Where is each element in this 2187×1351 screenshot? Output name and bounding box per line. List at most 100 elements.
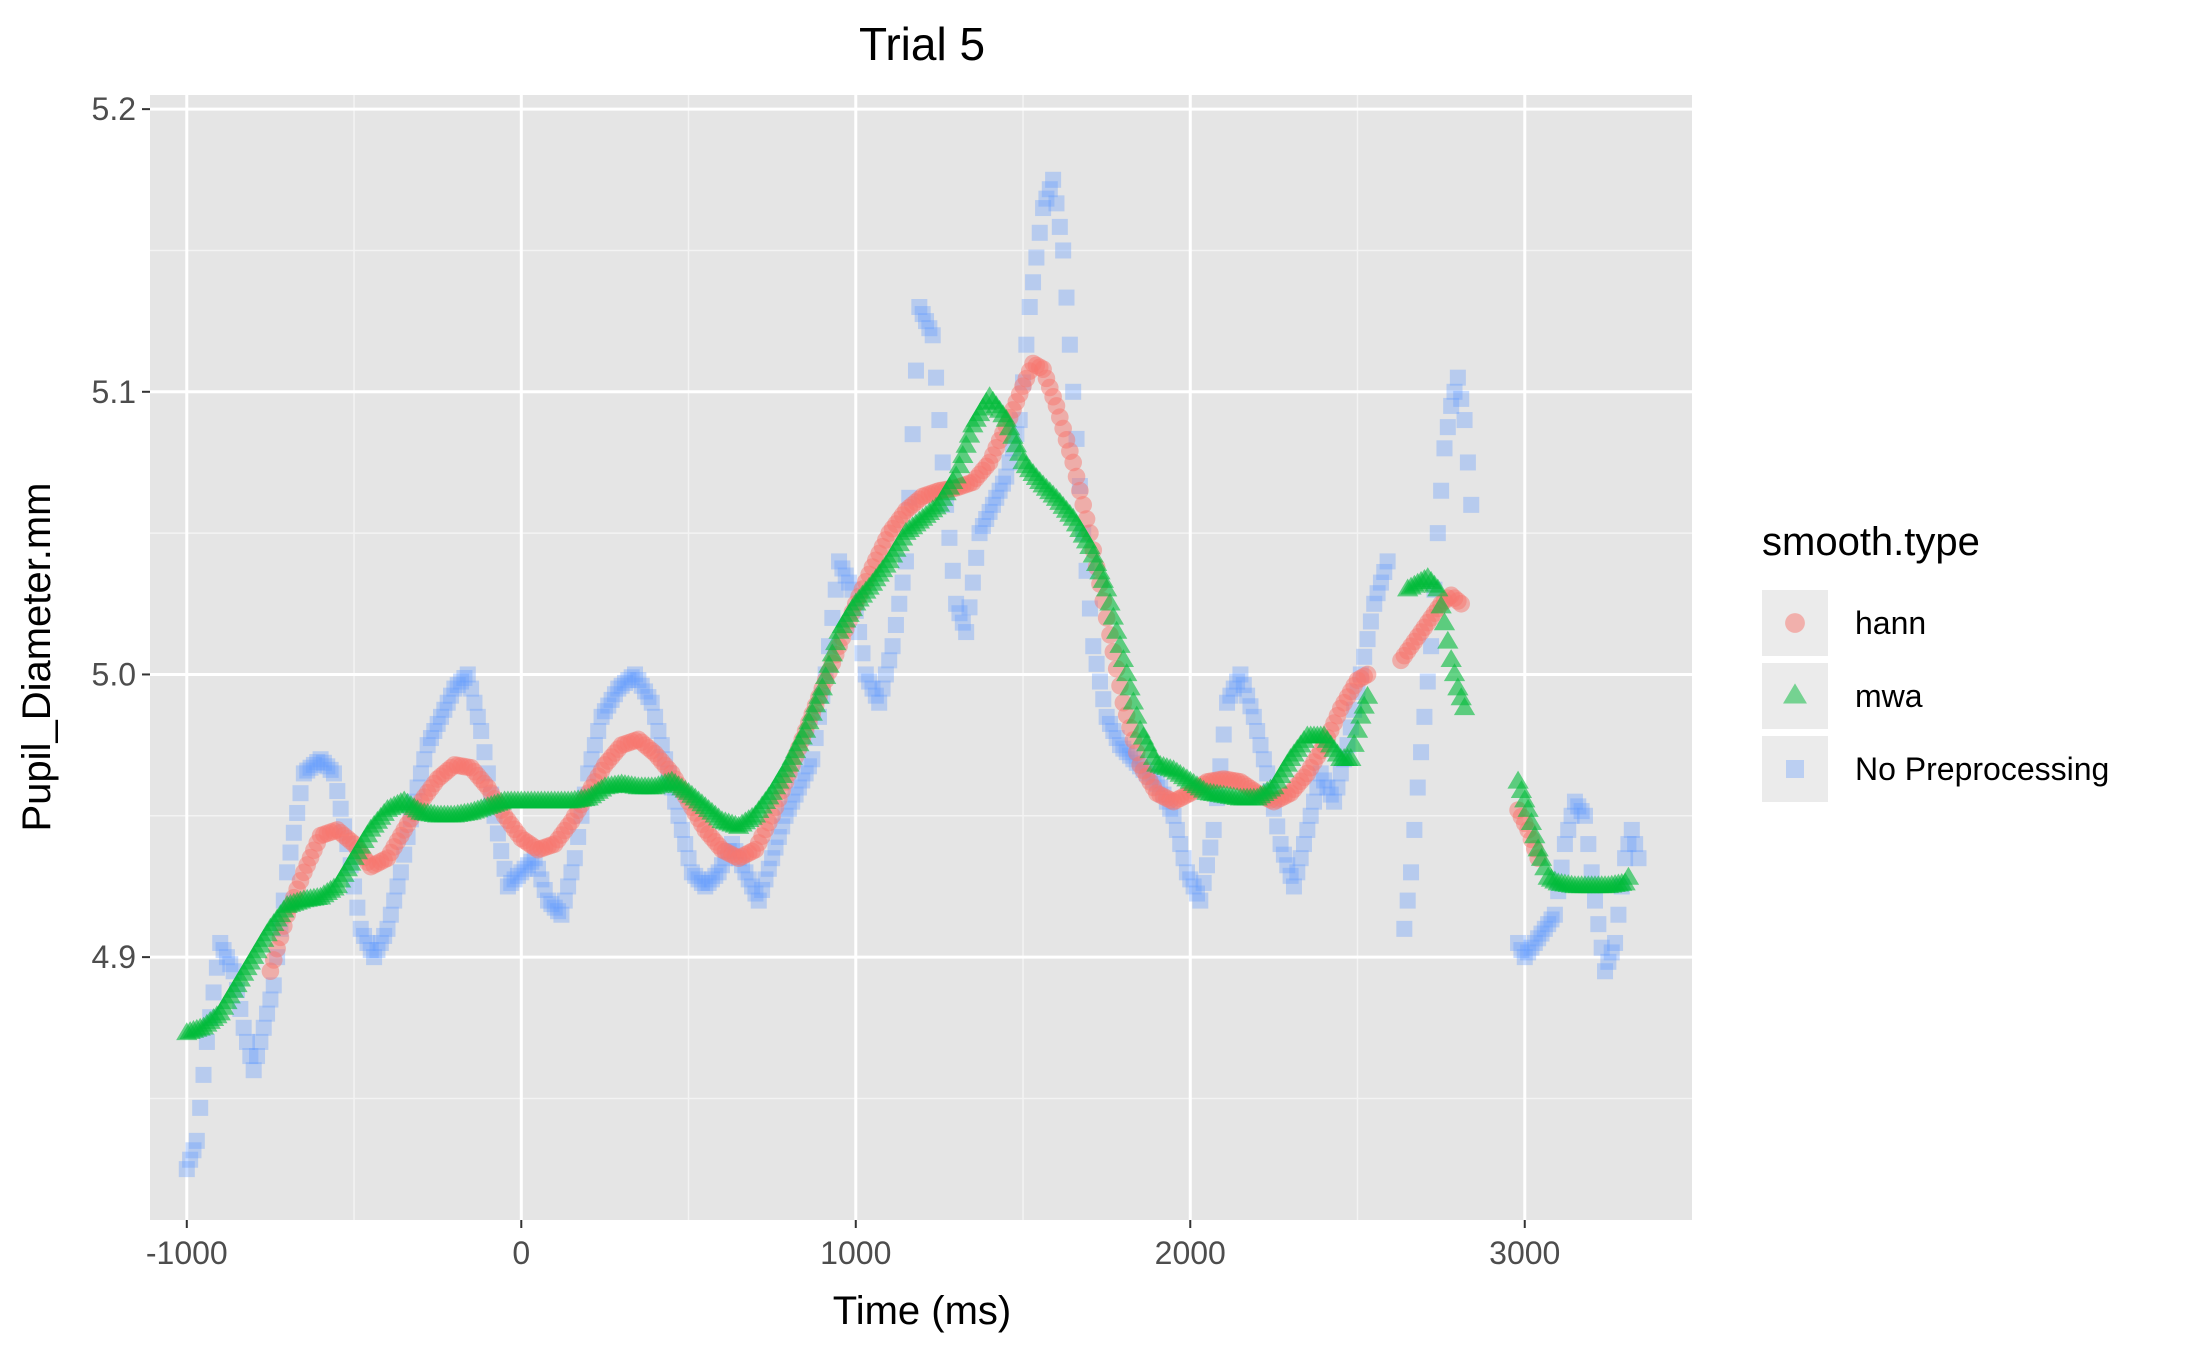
no-preprocessing-point (737, 864, 754, 881)
no-preprocessing-point (1188, 885, 1205, 902)
no-preprocessing-point (222, 956, 239, 973)
no-preprocessing-point (1600, 953, 1617, 970)
mwa-point (1524, 825, 1546, 844)
no-preprocessing-point (453, 673, 470, 690)
no-preprocessing-point (630, 672, 647, 689)
no-preprocessing-point (687, 867, 704, 884)
no-preprocessing-point (1302, 807, 1319, 824)
no-preprocessing-point (1195, 874, 1212, 891)
no-preprocessing-point (1058, 289, 1075, 306)
no-preprocessing-point (1553, 859, 1570, 876)
no-preprocessing-point (519, 857, 536, 874)
no-preprocessing-point (1061, 336, 1078, 353)
mwa-point (1443, 663, 1466, 682)
no-preprocessing-point (1630, 850, 1647, 867)
no-preprocessing-point (1091, 673, 1108, 690)
no-preprocessing-point (242, 1048, 259, 1065)
no-preprocessing-point (1433, 482, 1450, 499)
no-preprocessing-point (499, 878, 516, 895)
no-preprocessing-point (392, 864, 409, 881)
no-preprocessing-point (329, 783, 346, 800)
no-preprocessing-point (1443, 397, 1460, 414)
no-preprocessing-point (1540, 916, 1557, 933)
no-preprocessing-point (362, 942, 379, 959)
mwa-point (1433, 612, 1456, 631)
no-preprocessing-point (262, 991, 279, 1008)
no-preprocessing-point (1222, 687, 1239, 704)
no-preprocessing-point (1399, 892, 1416, 909)
no-preprocessing-point (1372, 574, 1389, 591)
no-preprocessing-point (643, 694, 660, 711)
series-mwa (176, 386, 1640, 1041)
no-preprocessing-point (285, 824, 302, 841)
mwa-point (952, 445, 974, 463)
no-preprocessing-point (1520, 944, 1537, 961)
y-tick-label: 5.1 (92, 374, 136, 410)
no-preprocessing-point (1289, 864, 1306, 881)
data-marks (176, 171, 1647, 1178)
no-preprocessing-point (1028, 249, 1045, 266)
no-preprocessing-point (841, 574, 858, 591)
no-preprocessing-point (921, 320, 938, 337)
no-preprocessing-point (185, 1142, 202, 1159)
no-preprocessing-point (543, 896, 560, 913)
no-preprocessing-point (1620, 836, 1637, 853)
no-preprocessing-point (463, 680, 480, 697)
legend-key-circle-icon (1785, 613, 1805, 633)
no-preprocessing-point (1463, 496, 1480, 513)
y-tick-label: 5.2 (92, 91, 136, 127)
no-preprocessing-point (259, 1005, 276, 1022)
no-preprocessing-point (1603, 944, 1620, 961)
mwa-point (1126, 705, 1148, 724)
no-preprocessing-point (489, 825, 506, 842)
mwa-point (1427, 578, 1449, 597)
no-preprocessing-point (637, 683, 654, 700)
no-preprocessing-point (914, 306, 931, 323)
mwa-point (1122, 691, 1145, 710)
no-preprocessing-point (640, 689, 657, 706)
no-preprocessing-point (1416, 708, 1433, 725)
no-preprocessing-point (446, 680, 463, 697)
no-preprocessing-point (1038, 190, 1055, 207)
legend-key-triangle-icon (1783, 683, 1807, 704)
no-preprocessing-point (1285, 878, 1302, 895)
no-preprocessing-point (677, 836, 694, 853)
no-preprocessing-point (299, 762, 316, 779)
no-preprocessing-point (881, 652, 898, 669)
no-preprocessing-point (1617, 850, 1634, 867)
no-preprocessing-point (550, 903, 567, 920)
no-preprocessing-point (613, 677, 630, 694)
legend-key (1762, 736, 1828, 802)
no-preprocessing-point (790, 779, 807, 796)
no-preprocessing-point (302, 759, 319, 776)
no-preprocessing-point (466, 694, 483, 711)
no-preprocessing-point (797, 765, 814, 782)
no-preprocessing-point (506, 871, 523, 888)
hann-point (1452, 594, 1471, 613)
no-preprocessing-point (1272, 836, 1289, 853)
no-preprocessing-point (971, 525, 988, 542)
no-preprocessing-point (1623, 821, 1640, 838)
no-preprocessing-point (590, 722, 607, 739)
mwa-point (1356, 685, 1379, 704)
no-preprocessing-point (493, 843, 510, 860)
no-preprocessing-point (366, 949, 383, 966)
no-preprocessing-point (496, 860, 513, 877)
no-preprocessing-point (195, 1066, 212, 1083)
no-preprocessing-point (1546, 906, 1563, 923)
no-preprocessing-point (1178, 864, 1195, 881)
no-preprocessing-point (1182, 871, 1199, 888)
no-preprocessing-point (750, 892, 767, 909)
no-preprocessing-point (1055, 242, 1072, 259)
no-preprocessing-point (1456, 412, 1473, 429)
no-preprocessing-point (1376, 563, 1393, 580)
no-preprocessing-point (456, 669, 473, 686)
no-preprocessing-point (215, 942, 232, 959)
no-preprocessing-point (1409, 779, 1426, 796)
no-preprocessing-point (854, 645, 871, 662)
no-preprocessing-point (931, 412, 948, 429)
no-preprocessing-point (346, 878, 363, 895)
no-preprocessing-point (964, 574, 981, 591)
no-preprocessing-point (968, 549, 985, 566)
no-preprocessing-point (871, 694, 888, 711)
